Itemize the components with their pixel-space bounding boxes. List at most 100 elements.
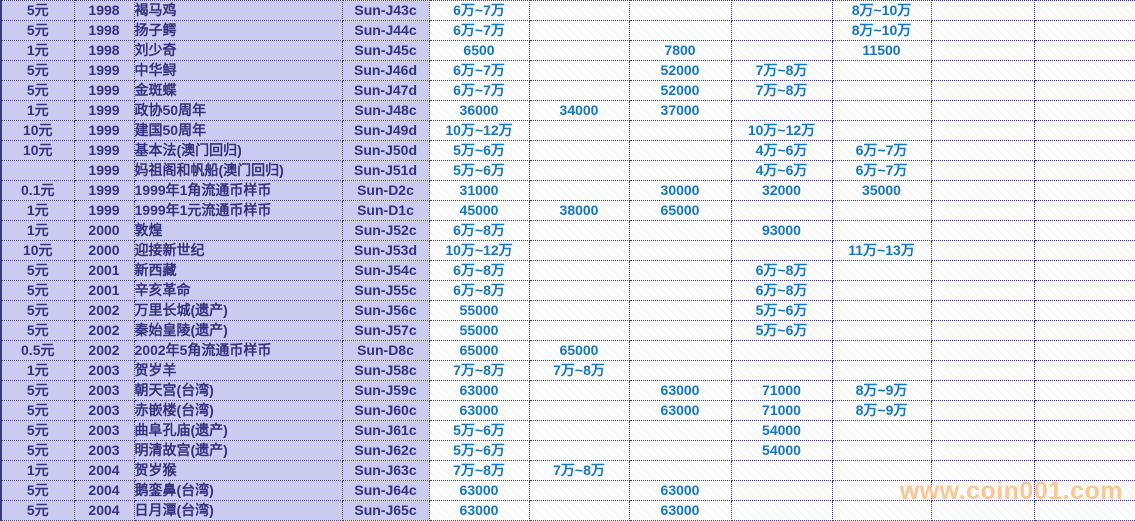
cell-price-4: 6万~8万 [730,280,833,301]
cell-year: 2000 [73,220,135,241]
cell-price-4 [730,480,833,501]
cell-code: Sun-D8c [341,340,430,361]
cell-price-2 [528,320,630,341]
cell-price-4: 5万~6万 [730,300,833,321]
cell-price-4: 32000 [730,180,833,201]
cell-code: Sun-J57c [341,320,430,341]
cell-year: 2004 [73,500,135,521]
cell-denomination: 5元 [0,280,75,301]
cell-price-1: 55000 [428,320,530,341]
table-row: 5元 2002 万里长城(遗产) Sun-J56c 55000 5万~6万 [0,300,1135,321]
cell-year: 1999 [73,120,135,141]
cell-price-7 [1033,500,1135,521]
cell-name: 扬子鳄 [133,20,343,41]
cell-code: Sun-J63c [341,460,430,481]
table-row: 5元 2003 曲阜孔庙(遗产) Sun-J61c 5万~6万 54000 [0,420,1135,441]
cell-price-1: 65000 [428,340,530,361]
cell-year: 1999 [73,140,135,161]
cell-code: Sun-J65c [341,500,430,521]
cell-price-2 [528,440,630,461]
cell-name: 1999年1元流通币样币 [133,200,343,221]
cell-price-7 [1033,360,1135,381]
cell-price-2 [528,480,630,501]
table-row: 1元 2004 贺岁猴 Sun-J63c 7万~8万 7万~8万 [0,460,1135,481]
cell-name: 辛亥革命 [133,280,343,301]
cell-price-1: 6万~8万 [428,260,530,281]
cell-price-4: 4万~6万 [730,140,833,161]
cell-denomination: 5元 [0,260,75,281]
cell-denomination: 10元 [0,140,75,161]
cell-denomination: 0.1元 [0,180,75,201]
cell-name: 秦始皇陵(遗产) [133,320,343,341]
cell-price-1: 55000 [428,300,530,321]
table-row: 5元 2001 辛亥革命 Sun-J55c 6万~8万 6万~8万 [0,280,1135,301]
cell-denomination: 5元 [0,20,75,41]
table-row: 10元 2000 迎接新世纪 Sun-J53d 10万~12万 11万~13万 [0,240,1135,261]
cell-name: 建国50周年 [133,120,343,141]
table-row: 1999 妈祖阁和帆船(澳门回归) Sun-J51d 5万~6万 4万~6万 6万~7万 [0,160,1135,181]
cell-year: 2004 [73,480,135,501]
cell-price-7 [1033,400,1135,421]
cell-price-6 [930,360,1035,381]
cell-code: Sun-J49d [341,120,430,141]
cell-code: Sun-J52c [341,220,430,241]
cell-name: 褐马鸡 [133,0,343,21]
cell-year: 2000 [73,240,135,261]
cell-price-6 [930,240,1035,261]
cell-price-1: 7万~8万 [428,360,530,381]
table-row: 5元 2003 朝天宫(台湾) Sun-J59c 63000 63000 71000 8万~9… [0,380,1135,401]
cell-price-3 [628,160,732,181]
cell-price-2 [528,0,630,21]
cell-price-6 [930,200,1035,221]
cell-year: 1999 [73,80,135,101]
table-row: 5元 2001 新西藏 Sun-J54c 6万~8万 6万~8万 [0,260,1135,281]
cell-price-1: 6500 [428,40,530,61]
cell-price-7 [1033,80,1135,101]
cell-year: 1998 [73,40,135,61]
cell-price-6 [930,340,1035,361]
table-row: 1元 1998 刘少奇 Sun-J45c 6500 7800 11500 [0,40,1135,61]
cell-price-5 [831,120,932,141]
table-row: 1元 2003 贺岁羊 Sun-J58c 7万~8万 7万~8万 [0,360,1135,381]
cell-price-7 [1033,440,1135,461]
cell-denomination: 1元 [0,100,75,121]
cell-year: 2003 [73,360,135,381]
cell-price-3 [628,440,732,461]
cell-year: 1999 [73,60,135,81]
cell-price-1: 5万~6万 [428,140,530,161]
cell-price-7 [1033,140,1135,161]
cell-price-4: 93000 [730,220,833,241]
cell-denomination: 5元 [0,400,75,421]
cell-year: 2001 [73,280,135,301]
cell-price-6 [930,400,1035,421]
cell-price-5 [831,500,932,521]
cell-code: Sun-J46d [341,60,430,81]
cell-price-7 [1033,120,1135,141]
cell-price-4 [730,0,833,21]
cell-denomination: 1元 [0,220,75,241]
cell-price-3 [628,300,732,321]
cell-price-4 [730,40,833,61]
cell-name: 明清故宫(遗产) [133,440,343,461]
cell-price-1: 5万~6万 [428,420,530,441]
cell-price-5 [831,420,932,441]
cell-price-5 [831,220,932,241]
cell-code: Sun-J53d [341,240,430,261]
cell-price-2 [528,380,630,401]
cell-denomination: 5元 [0,320,75,341]
table-row: 0.1元 1999 1999年1角流通币样币 Sun-D2c 31000 30000 320… [0,180,1135,201]
cell-price-4 [730,100,833,121]
table-row: 5元 2002 秦始皇陵(遗产) Sun-J57c 55000 5万~6万 [0,320,1135,341]
cell-price-3: 52000 [628,80,732,101]
cell-code: Sun-J59c [341,380,430,401]
table-row: 5元 2003 赤嵌楼(台湾) Sun-J60c 63000 63000 71000 8万~9… [0,400,1135,421]
table-row: 10元 1999 基本法(澳门回归) Sun-J50d 5万~6万 4万~6万 6万~7万 [0,140,1135,161]
cell-denomination: 5元 [0,420,75,441]
cell-name: 基本法(澳门回归) [133,140,343,161]
cell-price-5: 8万~10万 [831,20,932,41]
cell-price-3 [628,140,732,161]
cell-denomination: 10元 [0,120,75,141]
cell-price-2 [528,280,630,301]
cell-price-7 [1033,20,1135,41]
cell-price-6 [930,40,1035,61]
